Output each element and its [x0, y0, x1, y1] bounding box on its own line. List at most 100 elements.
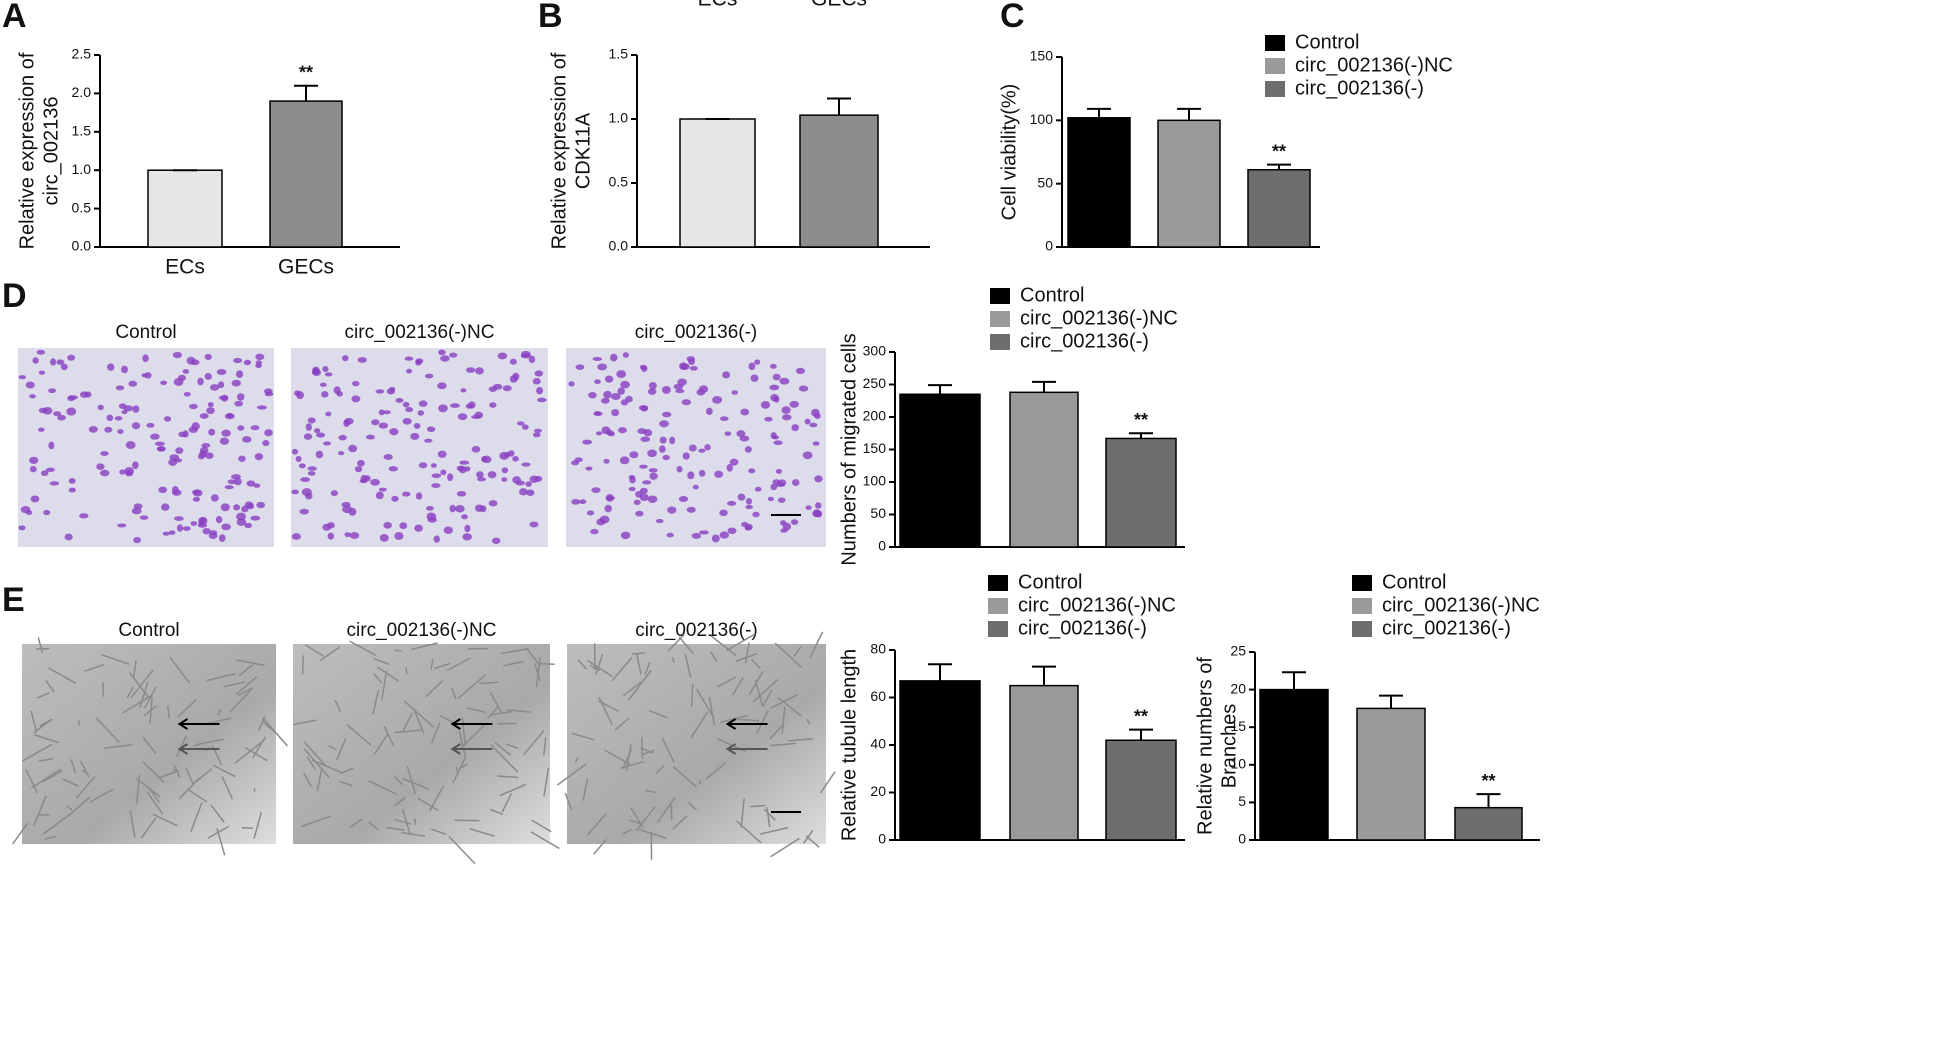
tubule	[413, 708, 425, 734]
cell	[475, 367, 484, 375]
cell	[68, 477, 76, 484]
cell	[791, 424, 799, 432]
cell	[767, 496, 774, 502]
cell	[207, 402, 214, 408]
cell	[300, 477, 311, 482]
tubule	[238, 664, 254, 677]
tubule	[303, 741, 327, 767]
tubule	[136, 774, 141, 804]
error-bar	[294, 84, 318, 102]
cell	[383, 410, 391, 415]
tubule	[490, 744, 519, 773]
tubule	[805, 718, 811, 725]
cell	[714, 470, 724, 478]
cell	[491, 537, 501, 544]
cell	[620, 380, 630, 389]
tubule	[401, 808, 411, 835]
x-tick-label: ECs	[698, 0, 738, 11]
cell	[410, 432, 420, 440]
cell	[745, 497, 753, 505]
cell	[698, 448, 706, 453]
cell	[43, 509, 51, 516]
panel-label: E	[2, 581, 25, 619]
tubule	[12, 822, 29, 845]
tubule	[44, 835, 57, 840]
cell	[666, 532, 674, 538]
tubule	[781, 706, 786, 734]
legend-label: circ_002136(-)	[1020, 330, 1149, 352]
cell	[509, 375, 518, 383]
tubule	[595, 654, 604, 675]
micrograph	[18, 348, 274, 547]
cell	[141, 373, 148, 378]
tubule	[695, 688, 715, 719]
tubule	[411, 642, 438, 651]
arrow	[177, 743, 220, 755]
cell	[330, 490, 338, 497]
bar	[1105, 739, 1177, 841]
cell	[447, 473, 454, 482]
cell	[773, 396, 780, 403]
cell	[255, 353, 265, 361]
cell	[316, 432, 326, 438]
tubule	[671, 657, 675, 663]
cell	[568, 381, 575, 387]
cell	[174, 516, 184, 521]
cell	[748, 362, 756, 371]
cell	[675, 388, 685, 394]
significance: **	[1134, 410, 1148, 430]
micrograph	[293, 644, 550, 844]
cell	[197, 523, 208, 528]
tubule	[373, 657, 390, 665]
cell	[386, 388, 396, 395]
tubule	[769, 742, 796, 747]
cell	[192, 496, 201, 502]
tubule	[732, 676, 744, 696]
tubule	[188, 789, 208, 803]
cell	[649, 472, 658, 480]
y-tick-label: 300	[863, 343, 887, 359]
tubule	[103, 743, 133, 749]
cell	[586, 510, 595, 516]
cell	[217, 381, 225, 389]
tubule	[401, 831, 426, 837]
y-tick-label: 2.5	[72, 46, 92, 62]
cell	[424, 373, 434, 379]
arrow	[725, 718, 768, 730]
tubule	[611, 656, 633, 682]
cell	[18, 525, 26, 531]
legend-label: circ_002136(-)NC	[1295, 54, 1453, 76]
cell	[218, 395, 229, 400]
tubule	[762, 689, 773, 707]
cell	[341, 355, 349, 362]
cell	[433, 535, 440, 543]
tubule	[372, 673, 383, 684]
cell	[154, 441, 165, 446]
tubule	[428, 785, 445, 812]
tubule	[394, 729, 422, 734]
cell	[233, 357, 243, 364]
tubule	[709, 651, 718, 663]
cell	[754, 359, 761, 365]
tubule	[639, 747, 654, 754]
cell	[115, 385, 125, 391]
cell	[256, 405, 267, 410]
cell	[501, 467, 509, 474]
cell	[426, 426, 436, 433]
tubule	[67, 796, 91, 817]
tubule	[210, 804, 225, 823]
cell	[516, 421, 525, 426]
cell	[66, 407, 77, 416]
cell	[744, 446, 752, 453]
y-axis-label: Numbers of migrated cells	[838, 333, 860, 565]
tubule	[393, 796, 406, 807]
tubule	[34, 734, 60, 744]
tubule	[690, 711, 709, 739]
cell	[603, 390, 612, 399]
tubule	[223, 681, 246, 688]
cell	[107, 363, 115, 371]
tubule	[506, 743, 519, 749]
cell	[582, 439, 593, 445]
legend-label: circ_002136(-)NC	[1020, 307, 1178, 329]
tubule	[490, 808, 504, 816]
